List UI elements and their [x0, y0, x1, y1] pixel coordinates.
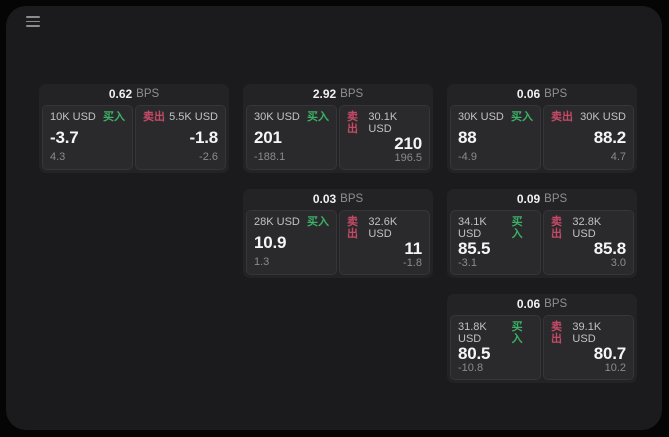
bps-suffix: BPS	[340, 88, 364, 100]
buy-value: 201	[254, 127, 282, 147]
buy-amount: 30K USD	[458, 111, 504, 123]
buy-panel[interactable]: 31.8K USD 买入 80.5 -10.8	[450, 315, 541, 380]
buy-panel[interactable]: 10K USD 买入 -3.7 4.3	[42, 105, 133, 170]
card-header: 0.03 BPS	[243, 189, 433, 210]
buy-sub-value: -3.1	[458, 257, 477, 269]
buy-side-label: 买入	[511, 216, 523, 240]
buy-value: 88	[458, 127, 477, 147]
sell-value: 85.8	[593, 239, 626, 258]
buy-panel[interactable]: 30K USD 买入 201 -188.1	[246, 105, 337, 170]
sell-value: -1.8	[189, 127, 219, 147]
sell-sub-value: -1.8	[403, 257, 422, 269]
sell-panel[interactable]: 卖出 30K USD 88.2 4.7	[543, 105, 634, 170]
card-header: 0.06 BPS	[447, 84, 637, 105]
sell-panel[interactable]: 卖出 5.5K USD -1.8 -2.6	[135, 105, 226, 170]
quote-card: 0.09 BPS 34.1K USD 买入 85.5 -3.1 卖出 32.8K…	[447, 189, 637, 278]
bps-value: 0.06	[516, 297, 541, 311]
buy-sub-value: 4.3	[50, 151, 66, 163]
buy-amount: 30K USD	[254, 111, 300, 123]
bps-suffix: BPS	[544, 193, 568, 205]
sell-side-label: 卖出	[347, 111, 358, 135]
buy-sub-value: 1.3	[254, 256, 270, 268]
quote-card: 2.92 BPS 30K USD 买入 201 -188.1 卖出 30.1K …	[243, 84, 433, 173]
sell-side-label: 卖出	[551, 321, 562, 345]
buy-panel[interactable]: 28K USD 买入 10.9 1.3	[246, 210, 337, 275]
bps-value: 0.03	[312, 192, 337, 206]
bps-suffix: BPS	[340, 193, 364, 205]
sell-amount: 30.1K USD	[368, 111, 398, 135]
buy-amount: 34.1K USD	[458, 216, 487, 240]
buy-sub-value: -4.9	[458, 151, 477, 163]
buy-panel[interactable]: 34.1K USD 买入 85.5 -3.1	[450, 210, 541, 275]
sell-amount: 5.5K USD	[169, 111, 218, 123]
buy-side-label: 买入	[103, 111, 125, 123]
buy-value: 85.5	[458, 239, 491, 258]
sell-side-label: 卖出	[551, 216, 562, 240]
card-header: 0.09 BPS	[447, 189, 637, 210]
sell-sub-value: 3.0	[610, 257, 626, 269]
sell-sub-value: -2.6	[199, 151, 218, 163]
card-header: 0.06 BPS	[447, 294, 637, 315]
sell-sub-value: 196.5	[394, 152, 422, 164]
buy-sub-value: -10.8	[458, 362, 484, 374]
sell-value: 210	[394, 134, 422, 153]
quote-card: 0.62 BPS 10K USD 买入 -3.7 4.3 卖出 5.5K USD…	[39, 84, 229, 173]
sell-value: 11	[404, 239, 422, 258]
sell-sub-value: 4.7	[610, 151, 626, 163]
sell-side-label: 卖出	[347, 216, 358, 240]
buy-value: 10.9	[254, 232, 287, 252]
card-header: 2.92 BPS	[243, 84, 433, 105]
card-header: 0.62 BPS	[39, 84, 229, 105]
buy-amount: 10K USD	[50, 111, 96, 123]
buy-side-label: 买入	[307, 111, 329, 123]
sell-amount: 32.8K USD	[572, 216, 602, 240]
quote-card: 0.06 BPS 30K USD 买入 88 -4.9 卖出 30K USD 8…	[447, 84, 637, 173]
sell-panel[interactable]: 卖出 39.1K USD 80.7 10.2	[543, 315, 634, 380]
quote-card: 0.03 BPS 28K USD 买入 10.9 1.3 卖出 32.6K US…	[243, 189, 433, 278]
sell-amount: 30K USD	[580, 111, 626, 123]
sell-amount: 39.1K USD	[572, 321, 602, 345]
menu-icon[interactable]	[26, 16, 40, 27]
bps-value: 0.06	[516, 87, 541, 101]
bps-suffix: BPS	[136, 88, 160, 100]
bps-suffix: BPS	[544, 298, 568, 310]
bps-suffix: BPS	[544, 88, 568, 100]
bps-value: 0.09	[516, 192, 541, 206]
bps-value: 0.62	[108, 87, 133, 101]
sell-value: 80.7	[593, 344, 626, 363]
buy-value: 80.5	[458, 344, 491, 363]
sell-panel[interactable]: 卖出 32.6K USD 11 -1.8	[339, 210, 430, 275]
buy-amount: 31.8K USD	[458, 321, 487, 345]
sell-sub-value: 10.2	[604, 362, 626, 374]
bps-value: 2.92	[312, 87, 337, 101]
buy-panel[interactable]: 30K USD 买入 88 -4.9	[450, 105, 541, 170]
sell-amount: 32.6K USD	[368, 216, 398, 240]
sell-side-label: 卖出	[551, 111, 573, 123]
sell-panel[interactable]: 卖出 32.8K USD 85.8 3.0	[543, 210, 634, 275]
buy-side-label: 买入	[511, 321, 523, 345]
sell-panel[interactable]: 卖出 30.1K USD 210 196.5	[339, 105, 430, 170]
buy-value: -3.7	[50, 127, 79, 147]
buy-side-label: 买入	[307, 216, 329, 228]
sell-side-label: 卖出	[143, 111, 165, 123]
sell-value: 88.2	[593, 127, 626, 147]
buy-amount: 28K USD	[254, 216, 300, 228]
buy-side-label: 买入	[511, 111, 533, 123]
buy-sub-value: -188.1	[254, 151, 286, 163]
quote-card: 0.06 BPS 31.8K USD 买入 80.5 -10.8 卖出 39.1…	[447, 294, 637, 383]
